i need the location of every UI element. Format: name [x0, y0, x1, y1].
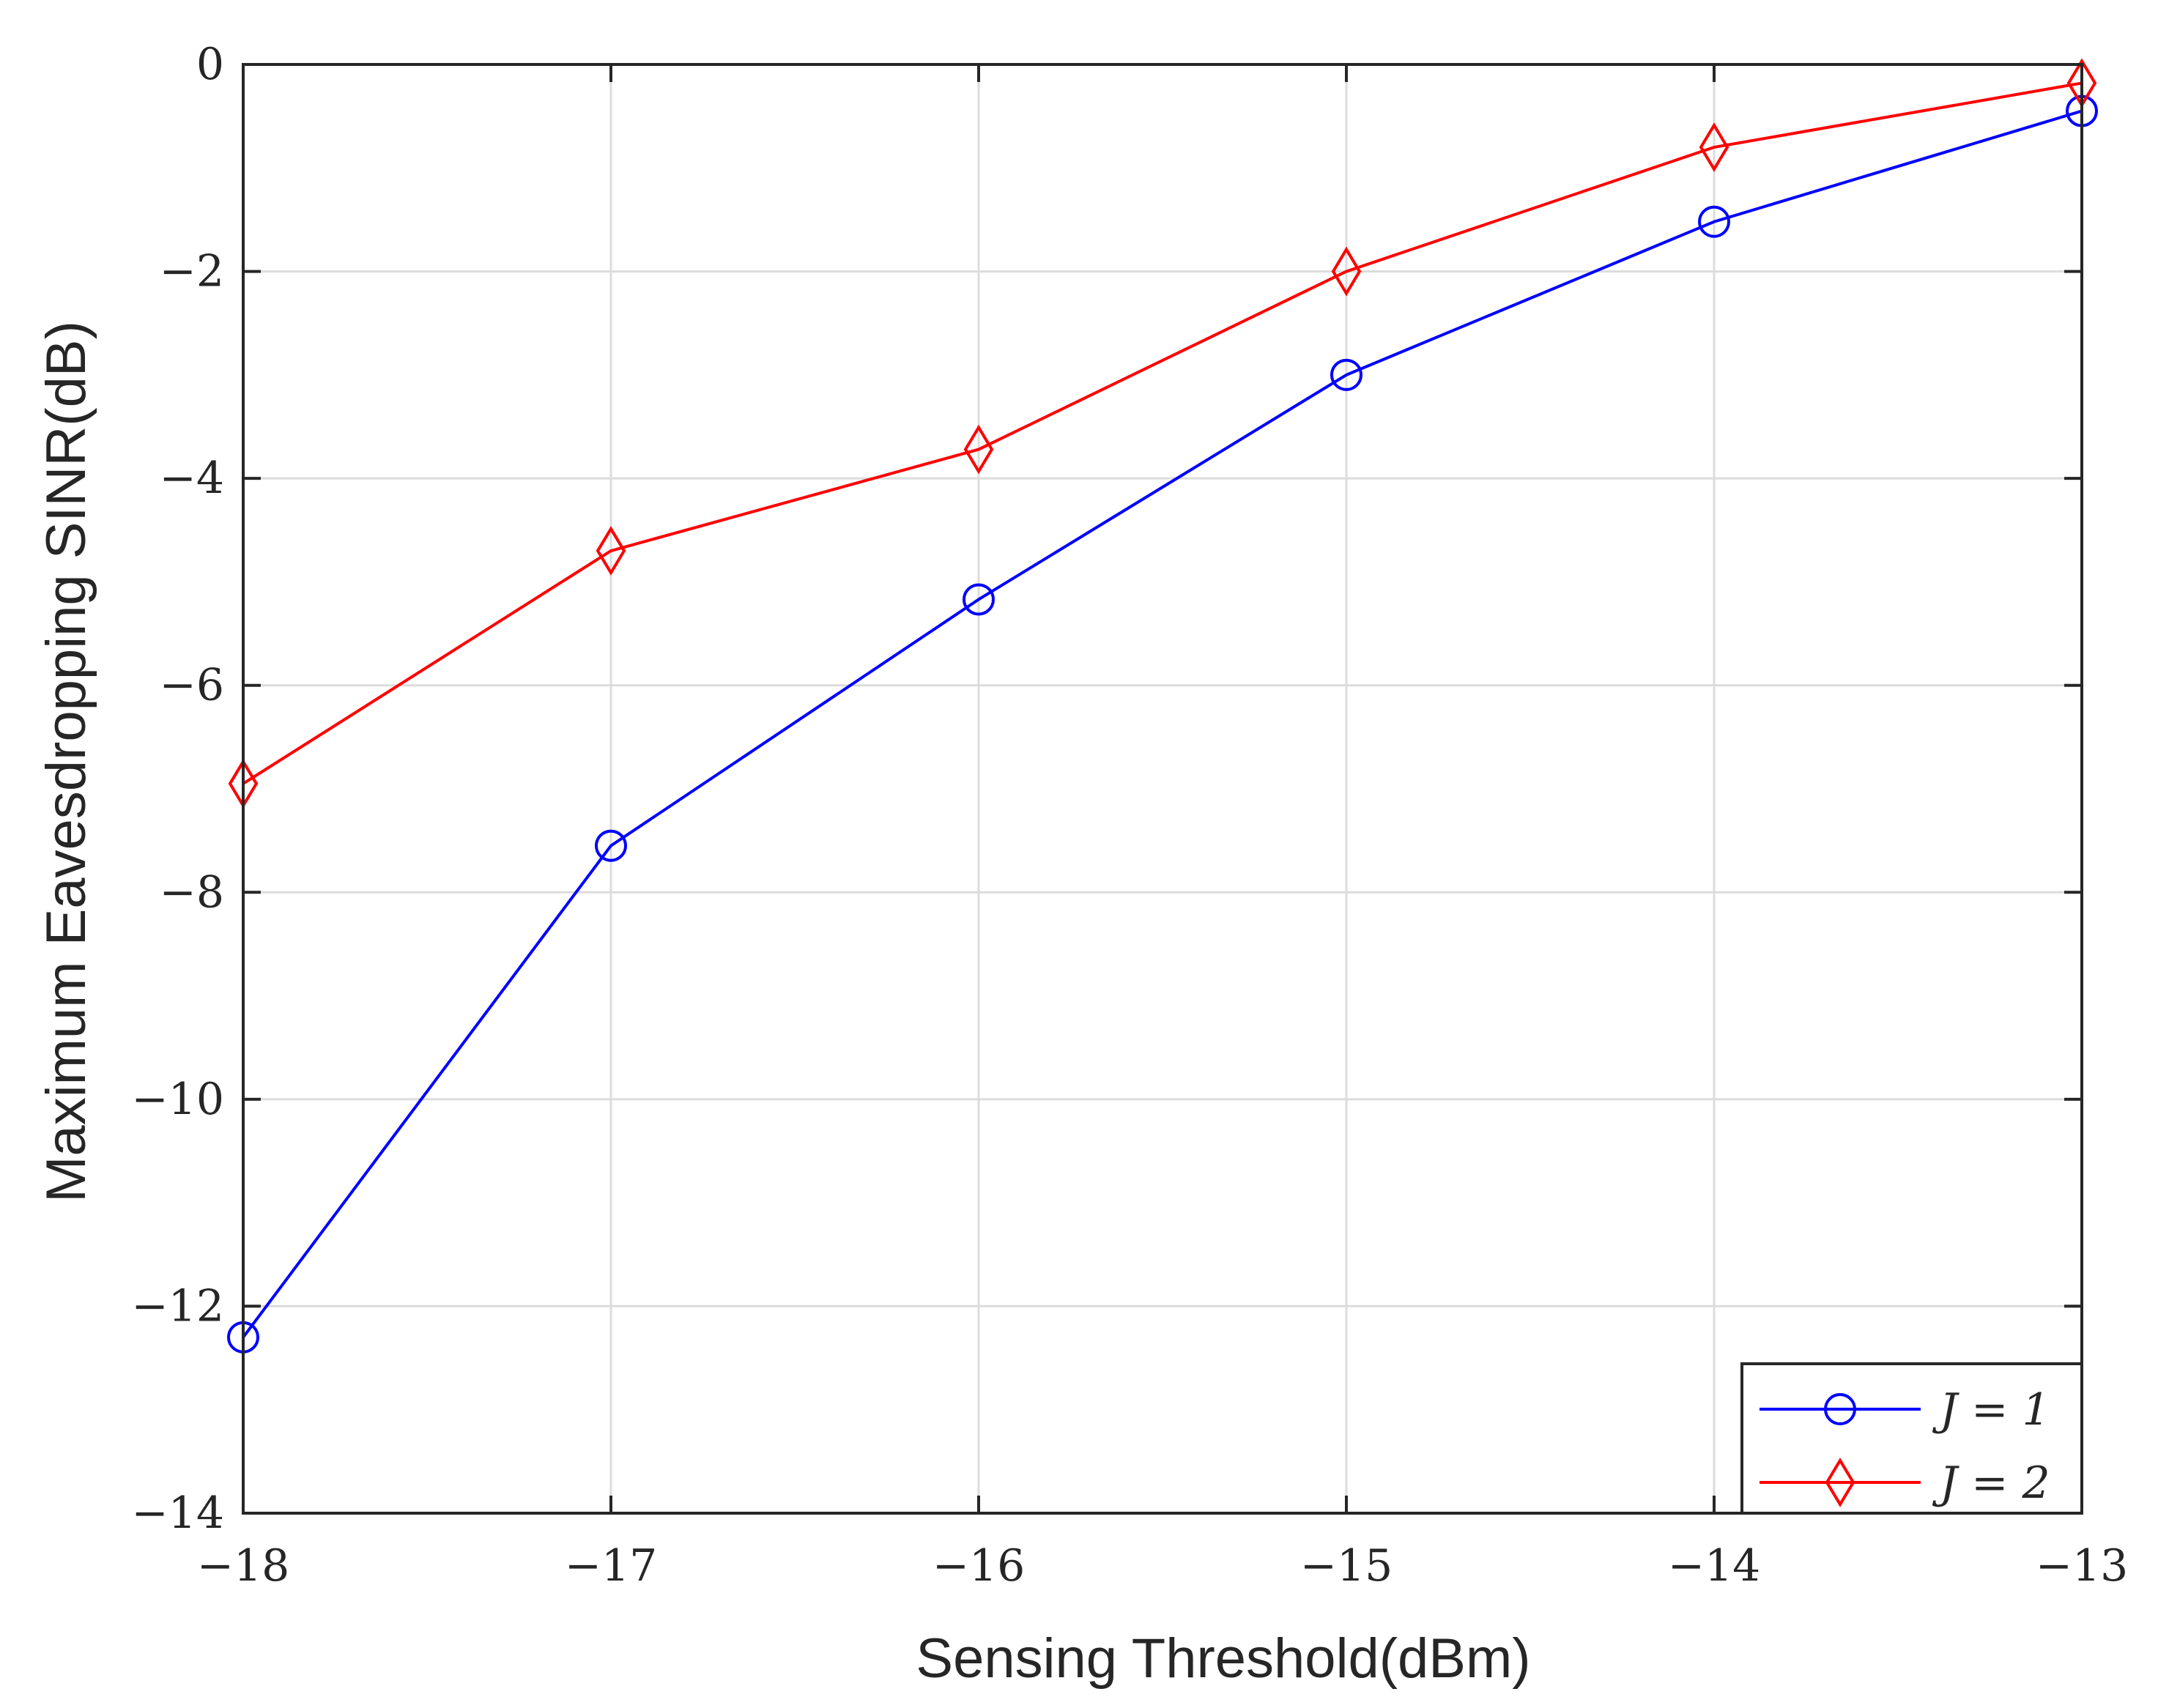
x-tick-label: −14	[1668, 1540, 1761, 1592]
legend-label: J = 1	[1932, 1384, 2050, 1436]
series-circle	[227, 94, 2098, 1354]
x-tick-label: −16	[932, 1540, 1026, 1592]
y-tick-label: −2	[160, 246, 224, 297]
legend-marker-diamond	[1825, 1458, 1855, 1507]
series-line	[242, 81, 2083, 785]
data-point-circle	[1330, 358, 1362, 391]
legend-label: J = 2	[1932, 1458, 2050, 1509]
y-axis-label: Maximum Eavesdropping SINR(dB)	[35, 321, 97, 1203]
ticks: −18 −17 −16 −15 −14 −13 0 −2 −4 −6 −8 −10 −12 −14	[131, 39, 2128, 1592]
x-tick-label: −15	[1300, 1540, 1393, 1592]
data-point-circle	[1698, 205, 1730, 238]
legend: J = 1 J = 2	[1740, 1362, 2083, 1515]
data-point-circle	[595, 829, 627, 862]
x-axis-label: Sensing Threshold(dBm)	[916, 1627, 1530, 1690]
series-line	[242, 109, 2083, 1339]
y-tick-label: −4	[160, 453, 224, 504]
data-point-diamond	[1699, 122, 1729, 172]
legend-box	[1740, 1362, 2083, 1515]
y-tick-label: −14	[131, 1488, 224, 1539]
y-tick-label: −10	[131, 1074, 224, 1125]
plot-frame	[242, 63, 2083, 1515]
series-layer	[227, 58, 2098, 1354]
y-tick-label: −6	[160, 660, 224, 711]
data-point-diamond	[1331, 246, 1362, 297]
x-tick-label: −17	[565, 1540, 658, 1592]
x-tick-label: −18	[197, 1540, 290, 1592]
data-point-circle	[963, 583, 995, 616]
x-tick-label: −13	[2036, 1540, 2129, 1592]
y-tick-label: −12	[131, 1280, 224, 1332]
data-point-diamond	[596, 526, 626, 576]
y-tick-label: −8	[160, 866, 224, 918]
data-point-diamond	[963, 424, 994, 475]
legend-marker-circle	[1824, 1393, 1856, 1425]
y-tick-label: 0	[196, 39, 224, 90]
